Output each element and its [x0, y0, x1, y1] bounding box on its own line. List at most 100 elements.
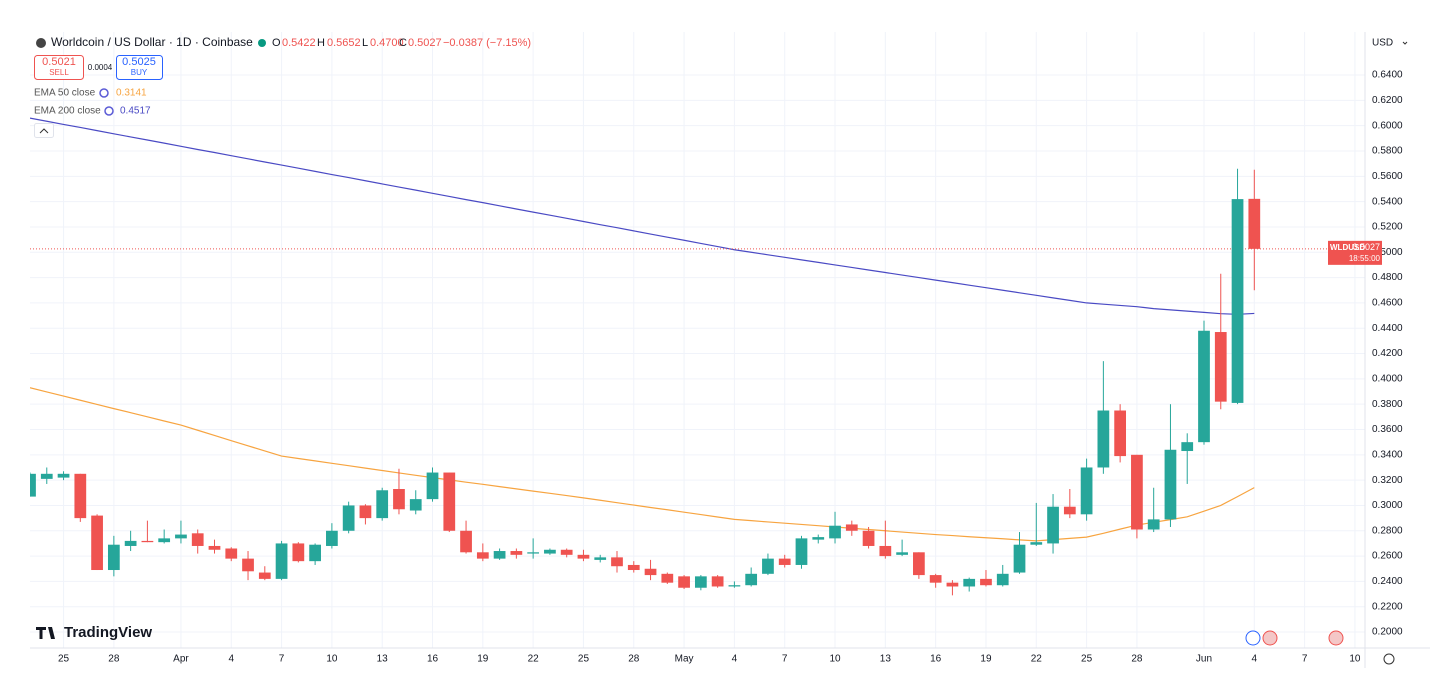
h-label: H	[317, 37, 325, 49]
candle-body	[1030, 542, 1043, 545]
candle-body	[74, 473, 87, 519]
ema50-icon[interactable]	[99, 88, 109, 98]
event-icon[interactable]	[1328, 630, 1344, 646]
x-tick-label: 16	[427, 654, 439, 665]
candle-body	[644, 568, 657, 576]
h-value: 0.5652	[327, 37, 361, 49]
candle-body	[258, 572, 271, 579]
y-tick-label: 0.4200	[1372, 348, 1403, 359]
y-tick-label: 0.6200	[1372, 95, 1403, 106]
y-tick-label: 0.4000	[1372, 374, 1403, 385]
y-tick-label: 0.4600	[1372, 298, 1403, 309]
candle-body	[510, 551, 523, 555]
buy-button[interactable]	[116, 55, 163, 80]
y-tick-label: 0.6400	[1372, 70, 1403, 81]
y-tick-label: 0.3200	[1372, 475, 1403, 486]
candle-body	[544, 549, 556, 554]
countdown: 18:55:00	[1349, 254, 1381, 263]
candle-body	[611, 557, 623, 567]
c-label: C	[399, 37, 407, 49]
candle-body	[460, 530, 472, 553]
candle-body	[627, 564, 640, 571]
candle-body	[326, 530, 338, 546]
x-tick-label: 16	[930, 654, 942, 665]
brand-icon	[36, 627, 55, 639]
x-tick-label: 19	[980, 654, 992, 665]
x-tick-label: 25	[578, 654, 590, 665]
y-tick-label: 0.2800	[1372, 525, 1403, 536]
candle-body	[1114, 410, 1127, 457]
y-tick-label: 0.2400	[1372, 576, 1403, 587]
event-icon[interactable]	[1245, 630, 1261, 646]
y-tick-label: 0.5800	[1372, 146, 1403, 157]
buy-label[interactable]: BUY	[131, 68, 148, 77]
candle-body	[1181, 442, 1194, 452]
candle-body	[40, 473, 53, 479]
candle-body	[862, 530, 875, 546]
buy-price[interactable]: 0.5025	[122, 56, 156, 68]
candle-body	[124, 540, 137, 546]
x-tick-label: 22	[528, 654, 540, 665]
y-tick-label: 0.4400	[1372, 323, 1403, 334]
price-label-value: 0.5027	[1352, 242, 1380, 252]
candle-body	[225, 548, 238, 559]
ema200-icon[interactable]	[104, 106, 114, 116]
y-tick-label: 0.5200	[1372, 222, 1403, 233]
candle-body	[728, 585, 741, 587]
ema200-name: EMA 200 close	[34, 106, 101, 117]
x-tick-label: 13	[880, 654, 892, 665]
ema200-value: 0.4517	[120, 106, 151, 117]
candle-body	[980, 578, 992, 586]
y-tick-label: 0.4800	[1372, 272, 1403, 283]
candle-body	[527, 552, 540, 554]
candle-body	[678, 576, 690, 588]
candle-body	[913, 552, 925, 576]
x-tick-label: 7	[782, 654, 788, 665]
sell-button[interactable]	[34, 55, 84, 80]
grid	[30, 32, 1365, 648]
candle-body	[560, 549, 573, 555]
x-tick-label: 10	[829, 654, 841, 665]
ema-line	[30, 387, 1255, 542]
sell-label[interactable]: SELL	[49, 68, 69, 77]
candle-body	[409, 499, 422, 511]
y-tick-label: 0.5600	[1372, 171, 1403, 182]
collapse-icon	[39, 128, 49, 134]
o-value: 0.5422	[282, 37, 316, 49]
candle-body	[577, 554, 590, 559]
candle-body	[795, 538, 808, 565]
candle-body	[896, 552, 908, 555]
y-tick-label: 0.2600	[1372, 551, 1403, 562]
candle-body	[426, 472, 439, 500]
candle-body	[309, 544, 321, 562]
candle-body	[443, 472, 456, 531]
candle-body	[141, 540, 154, 543]
candle-body	[476, 552, 489, 559]
x-tick-label: 25	[1081, 654, 1093, 665]
x-tick-label: 22	[1031, 654, 1043, 665]
candle-body	[762, 558, 774, 574]
settings-icon[interactable]	[1383, 653, 1395, 665]
spread: 0.0004	[88, 63, 113, 72]
y-tick-label: 0.5000	[1372, 247, 1403, 258]
x-tick-label: 28	[1131, 654, 1143, 665]
y-tick-label: 0.2000	[1372, 627, 1403, 638]
currency[interactable]: USD	[1372, 38, 1393, 49]
collapse-button[interactable]	[34, 123, 54, 138]
candle-body	[376, 490, 389, 519]
candle-body	[1198, 330, 1210, 443]
y-tick-label: 0.6000	[1372, 120, 1403, 131]
candle-body	[158, 538, 171, 543]
ema50-name: EMA 50 close	[34, 88, 96, 99]
currency-dropdown[interactable]	[1402, 41, 1408, 45]
y-tick-label: 0.3400	[1372, 449, 1403, 460]
candle-body	[1248, 198, 1261, 249]
change-value: −0.0387 (−7.15%)	[443, 37, 531, 49]
candle-body	[91, 515, 103, 571]
event-icon[interactable]	[1262, 630, 1278, 646]
brand: TradingView	[64, 624, 152, 641]
x-tick-label: 28	[108, 654, 120, 665]
candle-body	[275, 543, 288, 579]
sell-price[interactable]: 0.5021	[42, 56, 76, 68]
